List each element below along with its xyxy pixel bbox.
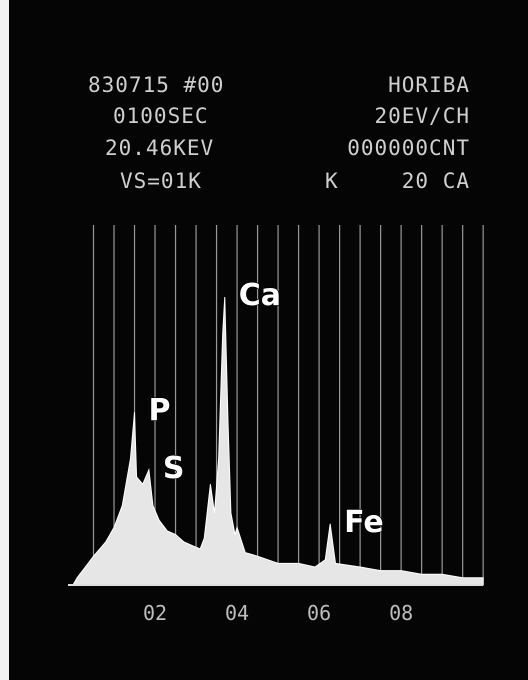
header-text: VS=01K bbox=[120, 169, 202, 193]
screen: 830715 #00 HORIBA 0100SEC 20EV/CH 20.46KEV 00… bbox=[0, 0, 528, 680]
header-text: HORIBA bbox=[388, 73, 470, 97]
header-text: 20EV/CH bbox=[374, 104, 470, 128]
spectrum-display: 830715 #00 HORIBA 0100SEC 20EV/CH 20.46KEV 00… bbox=[0, 0, 528, 680]
header-text: 20.46KEV bbox=[105, 136, 214, 160]
header-text: K bbox=[325, 169, 339, 193]
peak-label: Ca bbox=[239, 278, 281, 313]
x-tick-label: 02 bbox=[143, 601, 167, 625]
header-text: 000000CNT bbox=[347, 136, 470, 160]
peak-label: S bbox=[163, 451, 185, 486]
peak-label: Fe bbox=[344, 505, 384, 540]
x-tick-label: 08 bbox=[389, 601, 413, 625]
header-text: 0100SEC bbox=[113, 104, 209, 128]
header-text: 20 CA bbox=[402, 169, 470, 193]
peak-label: P bbox=[149, 393, 171, 428]
x-tick-label: 04 bbox=[225, 601, 249, 625]
x-tick-label: 06 bbox=[307, 601, 331, 625]
header-text: 830715 #00 bbox=[88, 73, 224, 97]
